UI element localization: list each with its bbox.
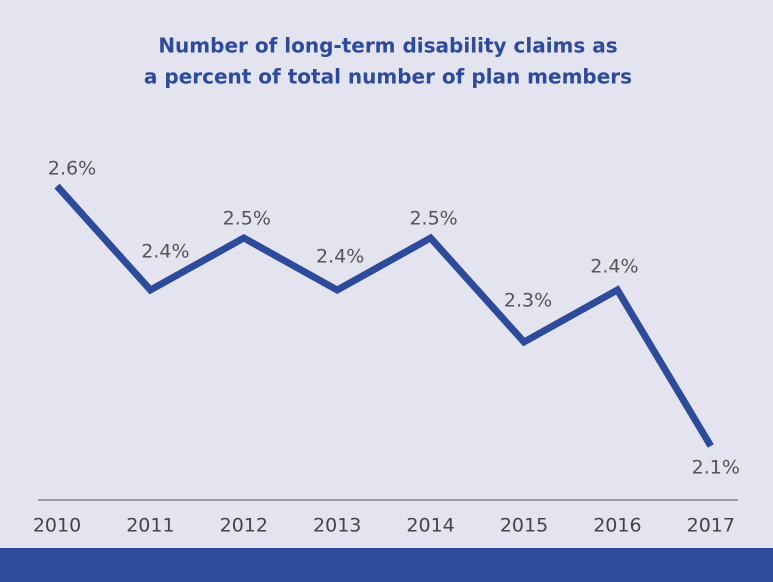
- chart-title: Number of long-term disability claims as: [158, 34, 617, 58]
- data-label: 2.5%: [409, 208, 457, 230]
- data-label: 2.5%: [223, 208, 271, 230]
- footer-bar: [0, 548, 773, 582]
- data-label: 2.4%: [590, 256, 638, 278]
- x-tick-label: 2010: [33, 515, 81, 537]
- line: [54, 183, 714, 448]
- data-label: 2.6%: [48, 158, 96, 180]
- data-label: 2.4%: [316, 246, 364, 268]
- x-tick-label: 2017: [687, 515, 735, 537]
- x-tick-label: 2015: [500, 515, 548, 537]
- x-tick-label: 2013: [313, 515, 361, 537]
- data-label: 2.3%: [504, 290, 552, 312]
- chart-title: a percent of total number of plan member…: [144, 65, 632, 89]
- x-tick-label: 2014: [406, 515, 454, 537]
- x-tick-label: 2016: [593, 515, 641, 537]
- data-label: 2.1%: [692, 457, 740, 479]
- data-label: 2.4%: [141, 241, 189, 263]
- x-tick-label: 2011: [126, 515, 174, 537]
- x-tick-label: 2012: [220, 515, 268, 537]
